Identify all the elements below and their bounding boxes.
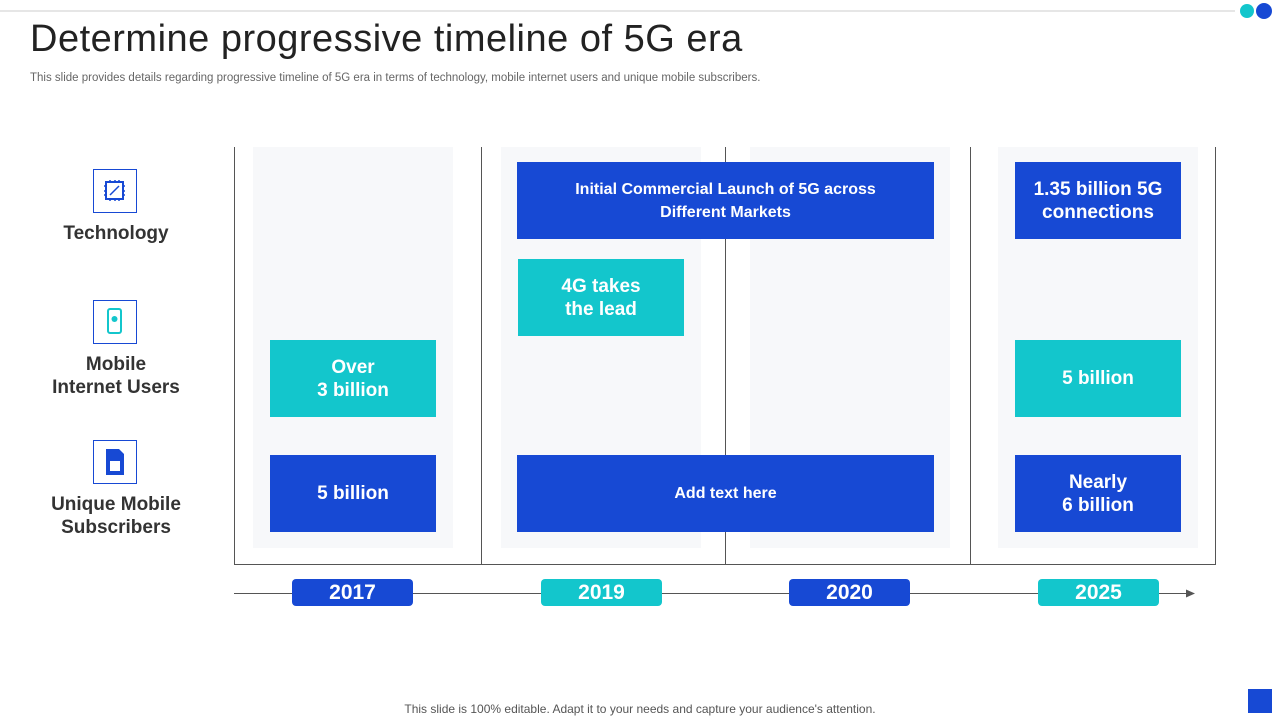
box-line: Add text here xyxy=(674,485,777,502)
row-label: Mobile Internet Users xyxy=(16,353,216,399)
dot xyxy=(1240,4,1254,18)
row-label-line: Unique Mobile xyxy=(51,494,181,515)
icon-mobile xyxy=(93,300,137,344)
text-box: 4G takes the lead xyxy=(518,259,684,336)
box-line: 3 billion xyxy=(317,379,389,401)
row-label-line: Mobile xyxy=(85,354,147,375)
year-pill: 2019 xyxy=(541,579,662,606)
box-line: 4G takes xyxy=(561,275,641,297)
row-label: Technology xyxy=(16,222,216,245)
box-line: Nearly xyxy=(1068,471,1128,493)
footer: This slide is 100% editable. Adapt it to… xyxy=(404,702,876,716)
box-line: Over xyxy=(331,356,375,378)
box-line: 5 billion xyxy=(1062,368,1134,389)
frame xyxy=(234,147,1216,565)
row-label-line: Internet Users xyxy=(52,377,180,398)
box-line: Initial Commercial Launch of 5G across xyxy=(575,180,876,198)
year-pill: 2020 xyxy=(789,579,910,606)
text-box: 5 billion xyxy=(270,455,436,532)
year-pill: 2017 xyxy=(292,579,413,606)
row-label-line: Technology xyxy=(63,223,169,244)
timeline-arrow xyxy=(1186,589,1195,598)
box-line: connections xyxy=(1042,201,1154,223)
icon-technology xyxy=(93,169,137,213)
text-box: Add text here xyxy=(517,455,934,532)
title: Determine progressive timeline of 5G era xyxy=(30,18,743,60)
text-box: 5 billion xyxy=(1015,340,1181,417)
text-box: Over 3 billion xyxy=(270,340,436,417)
icon-sim xyxy=(93,440,137,484)
row-label: Unique Mobile Subscribers xyxy=(16,493,216,539)
box-line: 5 billion xyxy=(317,483,389,504)
year-pill: 2025 xyxy=(1038,579,1159,606)
row-label-line: Subscribers xyxy=(61,517,171,538)
dot xyxy=(1256,3,1272,19)
subtitle: This slide provides details regarding pr… xyxy=(30,72,761,84)
text-box: 1.35 billion 5G connections xyxy=(1015,162,1181,239)
box-line: Different Markets xyxy=(660,203,791,221)
box-line: the lead xyxy=(565,298,637,320)
text-box: Initial Commercial Launch of 5G across Di… xyxy=(517,162,934,239)
text-box: Nearly 6 billion xyxy=(1015,455,1181,532)
box-line: 1.35 billion 5G xyxy=(1033,178,1163,200)
box-line: 6 billion xyxy=(1062,494,1134,516)
corner-square xyxy=(1248,689,1272,713)
